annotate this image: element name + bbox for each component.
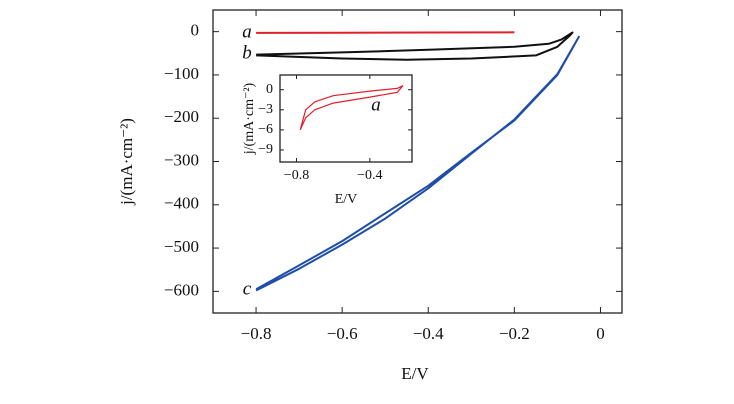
curve-label: a bbox=[371, 94, 381, 115]
x-tick-label: −0.4 bbox=[413, 324, 444, 343]
x-tick-label: 0 bbox=[596, 324, 605, 343]
x-tick-label: −0.6 bbox=[327, 324, 358, 343]
y-tick-label: −500 bbox=[164, 237, 199, 256]
x-tick-label: −0.8 bbox=[241, 324, 272, 343]
x-tick-label: −0.4 bbox=[357, 168, 382, 183]
y-tick-label: −200 bbox=[164, 107, 199, 126]
y-tick-label: 0 bbox=[191, 21, 200, 40]
x-tick-label: −0.2 bbox=[499, 324, 530, 343]
y-tick-label: −300 bbox=[164, 150, 199, 169]
y-axis-label: j/(mA·cm⁻²) bbox=[117, 118, 136, 206]
y-tick-label: −600 bbox=[164, 280, 199, 299]
curve bbox=[256, 31, 574, 61]
curve bbox=[299, 85, 404, 131]
y-tick-label: −9 bbox=[258, 142, 273, 157]
y-tick-label: −6 bbox=[258, 122, 273, 137]
curve bbox=[255, 35, 580, 292]
x-axis-label: E/V bbox=[335, 192, 358, 207]
y-tick-label: −400 bbox=[164, 194, 199, 213]
x-tick-label: −0.8 bbox=[284, 168, 309, 183]
curve-label: a bbox=[242, 21, 252, 42]
y-axis-label: j/(mA·cm⁻²) bbox=[242, 82, 257, 155]
x-axis-label: E/V bbox=[401, 364, 429, 383]
curve-label: c bbox=[243, 278, 252, 299]
curve bbox=[256, 31, 515, 34]
plot-frame bbox=[279, 74, 413, 163]
y-tick-label: −3 bbox=[258, 102, 273, 117]
y-tick-label: −100 bbox=[164, 64, 199, 83]
y-tick-label: 0 bbox=[266, 82, 273, 97]
curve-label: b bbox=[242, 42, 252, 63]
